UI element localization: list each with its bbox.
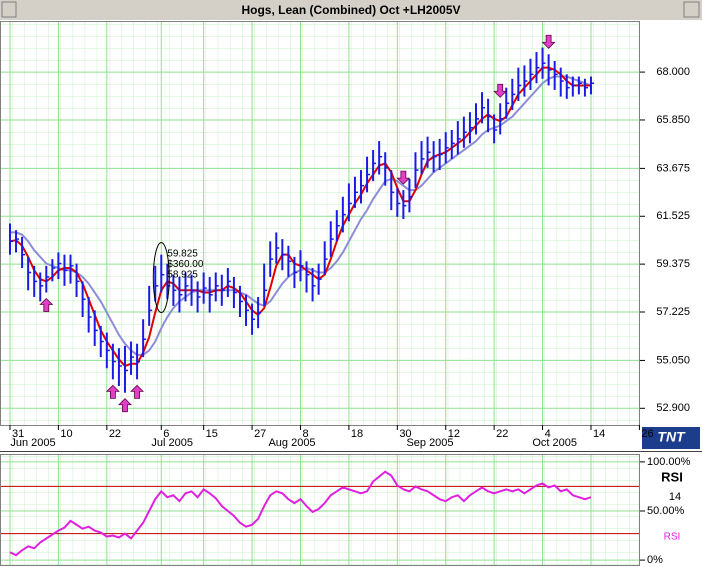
x-tick-label: 14 <box>593 428 605 440</box>
annotation-text: 59.825 <box>167 248 198 259</box>
x-tick-label: 4 <box>545 428 551 440</box>
rsi-panel <box>0 455 640 565</box>
x-tick-label: 22 <box>109 428 121 440</box>
month-label: Sep 2005 <box>406 437 453 449</box>
y-tick-label: 55.050 <box>656 354 690 366</box>
x-tick-label: 26 <box>641 428 653 440</box>
y-tick-label: 52.900 <box>656 402 690 414</box>
y-tick-label: 0% <box>647 554 663 566</box>
annotation-text: 58.925 <box>167 269 198 280</box>
window-button[interactable] <box>683 1 700 18</box>
y-tick-label: 68.000 <box>656 66 690 78</box>
buy-arrow <box>130 384 145 399</box>
y-tick-label: 65.850 <box>656 114 690 126</box>
x-tick-label: 22 <box>496 428 508 440</box>
annotation-ellipse <box>152 242 170 314</box>
month-label: Oct 2005 <box>532 437 577 449</box>
x-tick-label: 8 <box>302 428 308 440</box>
x-tick-label: 12 <box>448 428 460 440</box>
x-tick-label: 10 <box>60 428 72 440</box>
x-tick-label: 18 <box>351 428 363 440</box>
y-tick-label: 100.00% <box>647 456 691 468</box>
x-tick-label: 15 <box>206 428 218 440</box>
y-tick-label: 63.675 <box>656 162 690 174</box>
logo-box <box>642 427 700 449</box>
plot-frame <box>0 21 640 426</box>
sell-arrow <box>541 34 556 49</box>
plot-frame <box>0 454 640 566</box>
x-tick-label: 30 <box>399 428 411 440</box>
y-tick-label: 61.525 <box>656 210 690 222</box>
chart-title: Hogs, Lean (Combined) Oct +LH2005V <box>241 3 460 17</box>
logo: TNT <box>657 429 686 445</box>
legend-label: RSI <box>664 532 681 543</box>
indicator-title: RSI <box>661 469 683 484</box>
window-button[interactable] <box>1 1 17 18</box>
plot-background <box>0 455 640 565</box>
sell-arrow <box>396 170 411 185</box>
y-tick-label: 57.225 <box>656 306 690 318</box>
x-tick-label: 31 <box>12 428 24 440</box>
month-label: Aug 2005 <box>268 437 315 449</box>
indicator-period: 14 <box>669 491 681 503</box>
x-tick-label: 6 <box>163 428 169 440</box>
rsi-line <box>9 470 592 557</box>
y-tick-label: 59.375 <box>656 258 690 270</box>
month-label: Jun 2005 <box>10 437 55 449</box>
x-tick-label: 27 <box>254 428 266 440</box>
buy-arrow <box>39 297 54 312</box>
y-tick-label: 50.00% <box>647 505 685 517</box>
buy-arrow <box>105 384 120 399</box>
annotation-text: $360.00 <box>167 259 204 270</box>
sell-arrow <box>493 83 508 98</box>
buy-arrow <box>118 398 132 413</box>
month-label: Jul 2005 <box>151 437 193 449</box>
title-bar <box>0 0 702 20</box>
